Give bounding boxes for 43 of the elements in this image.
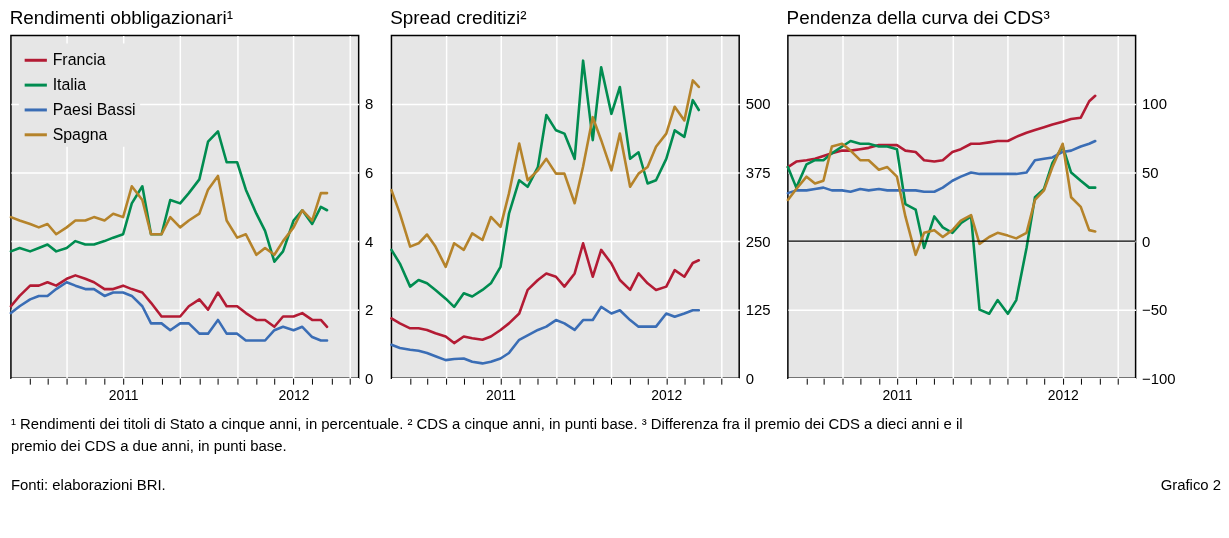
y-tick-label: 250	[745, 233, 771, 250]
y-tick-label: 125	[745, 302, 771, 319]
line-series	[390, 79, 701, 269]
line-series	[390, 59, 701, 309]
x-tick-label: 2011	[882, 386, 913, 403]
line-series	[390, 242, 701, 345]
y-tick-label: 100	[1142, 96, 1167, 113]
y-tick-label: −50	[1142, 302, 1168, 319]
legend-label: Spagna	[52, 125, 108, 143]
text: Fonti: elaborazioni BRI.	[10, 477, 166, 494]
chart-title: Pendenza della curva dei CDS³	[786, 6, 1050, 28]
x-tick-label: 2011	[108, 386, 139, 403]
y-tick-label: 375	[745, 165, 771, 182]
line-series	[9, 280, 329, 342]
y-tick-label: −100	[1142, 370, 1176, 387]
text: ¹ Rendimenti dei titoli di Stato a cinque anni, in percentuale. ² CDS a cinque anni, in punti base. ³ Differenza fra il premio dei CDS a dieci anni e il	[10, 415, 963, 432]
x-tick-label: 2011	[486, 386, 517, 403]
y-tick-label: 4	[365, 233, 374, 250]
chart-title: Spread creditizi²	[390, 6, 527, 28]
x-tick-label: 2012	[278, 386, 310, 403]
line-series	[786, 94, 1097, 169]
x-tick-label: 2012	[1047, 386, 1079, 403]
y-tick-label: 6	[365, 165, 374, 182]
legend-label: Francia	[52, 51, 106, 69]
y-tick-label: 500	[745, 96, 771, 113]
y-tick-label: 2	[365, 302, 374, 319]
y-tick-label: 0	[365, 370, 374, 387]
line-series	[9, 274, 329, 329]
text: Grafico 2	[1160, 477, 1222, 494]
text: premio dei CDS a due anni, in punti base.	[10, 437, 287, 454]
line-series	[786, 139, 1097, 195]
y-tick-label: 50	[1142, 165, 1159, 182]
y-tick-label: 8	[365, 96, 374, 113]
y-tick-label: 0	[745, 370, 754, 387]
legend-label: Paesi Bassi	[52, 100, 136, 118]
line-series	[9, 174, 329, 257]
x-tick-label: 2012	[651, 386, 683, 403]
chart-title: Rendimenti obbligazionari¹	[9, 6, 233, 28]
y-tick-label: 0	[1142, 233, 1151, 250]
line-series	[9, 130, 329, 263]
legend-label: Italia	[52, 76, 87, 94]
line-series	[786, 142, 1097, 257]
line-series	[390, 305, 701, 365]
